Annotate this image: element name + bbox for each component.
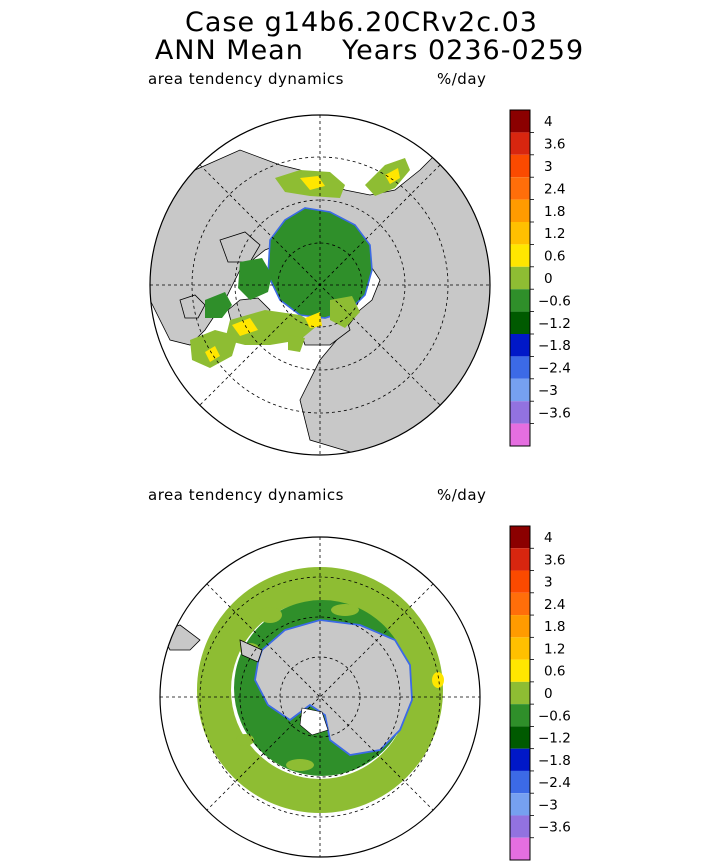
south-colorbar-label: −3.6 (538, 820, 571, 836)
north-colorbar-swatch (510, 356, 530, 379)
north-colorbar-swatch (510, 244, 530, 267)
south-colorbar-swatch (510, 726, 530, 749)
south-colorbar-swatch (510, 704, 530, 727)
south-colorbar-swatch (510, 748, 530, 771)
south-colorbar-label: −1.2 (538, 731, 571, 747)
south-colorbar-label: 2.4 (544, 597, 565, 613)
north-colorbar-swatch (510, 311, 530, 334)
south-colorbar-swatch (510, 548, 530, 571)
south-colorbar: 4 3.6 3 2.4 1.8 1.2 0.6 0 −0.6 −1.2 −1.8 −2.4 −3 −3.6 (509, 525, 571, 861)
plot-title-period: ANN Mean Years 0236-0259 (154, 35, 585, 66)
north-colorbar: 4 3.6 3 2.4 1.8 1.2 0.6 0 −0.6 −1.2 −1.8 −2.4 −3 −3.6 (509, 109, 571, 447)
north-colorbar-swatch (510, 177, 530, 200)
plot-title-case: Case g14b6.20CRv2c.03 (185, 7, 538, 38)
north-colorbar-label: 3.6 (544, 137, 565, 153)
north-sea-ice (190, 158, 410, 368)
north-colorbar-swatch (510, 222, 530, 245)
north-colorbar-swatch (510, 334, 530, 357)
north-colorbar-swatch (510, 289, 530, 312)
north-colorbar-label: 4 (544, 114, 553, 130)
south-colorbar-swatch (510, 770, 530, 794)
north-units-label: %/day (437, 70, 487, 88)
south-colorbar-label: 1.2 (544, 641, 565, 657)
north-colorbar-label: −2.4 (538, 361, 571, 377)
north-colorbar-label: −3 (538, 383, 558, 399)
north-colorbar-label: 0.6 (544, 249, 565, 265)
south-colorbar-frame (509, 525, 531, 861)
south-colorbar-label: 3.6 (544, 552, 565, 568)
north-colorbar-swatch (510, 154, 530, 178)
south-colorbar-swatch (510, 526, 530, 549)
north-colorbar-swatch (510, 423, 530, 446)
south-colorbar-swatch (510, 637, 530, 660)
south-colorbar-label: 0 (544, 686, 553, 702)
north-colorbar-swatch (510, 266, 530, 290)
south-colorbar-swatch (510, 592, 530, 616)
south-field-label: area tendency dynamics (148, 486, 344, 504)
antarctic-peninsula (239, 639, 263, 663)
north-colorbar-label: −1.2 (538, 316, 571, 332)
south-colorbar-swatch (510, 815, 530, 838)
south-colorbar-swatch (510, 681, 530, 705)
north-colorbar-label: 3 (544, 159, 553, 175)
north-graticule (150, 115, 490, 455)
south-colorbar-label: −1.8 (538, 753, 571, 769)
north-colorbar-label: 1.8 (544, 204, 565, 220)
north-polar-map (149, 114, 491, 456)
south-colorbar-label: −2.4 (538, 775, 571, 791)
south-units-label: %/day (437, 486, 487, 504)
north-colorbar-swatch (510, 378, 530, 402)
north-colorbar-label: −1.8 (538, 338, 571, 354)
south-map-border (159, 536, 481, 858)
north-colorbar-label: 2.4 (544, 181, 565, 197)
south-colorbar-label: −0.6 (538, 708, 571, 724)
south-colorbar-label: 0.6 (544, 664, 565, 680)
north-colorbar-swatch (510, 132, 530, 155)
north-colorbar-label: −0.6 (538, 293, 571, 309)
south-colorbar-swatch (510, 615, 530, 638)
north-colorbar-label: −3.6 (538, 405, 571, 421)
south-colorbar-swatch (510, 659, 530, 682)
north-colorbar-swatch (510, 199, 530, 222)
north-colorbar-label: 0 (544, 271, 553, 287)
north-colorbar-swatch (510, 110, 530, 133)
south-colorbar-label: 1.8 (544, 619, 565, 635)
south-colorbar-label: 4 (544, 530, 553, 546)
south-polar-map (159, 536, 481, 858)
south-colorbar-label: −3 (538, 797, 558, 813)
south-colorbar-swatch (510, 793, 530, 816)
north-field-label: area tendency dynamics (148, 70, 344, 88)
south-colorbar-swatch (510, 570, 530, 593)
south-colorbar-swatch (510, 837, 530, 860)
north-map-border (149, 114, 491, 456)
south-colorbar-label: 3 (544, 575, 553, 591)
south-graticule (160, 537, 480, 857)
north-colorbar-label: 1.2 (544, 226, 565, 242)
north-colorbar-swatch (510, 401, 530, 424)
ross-ice-shelf (299, 707, 329, 736)
north-colorbar-frame (509, 109, 531, 447)
south-ice-yellow-patch (432, 672, 444, 688)
